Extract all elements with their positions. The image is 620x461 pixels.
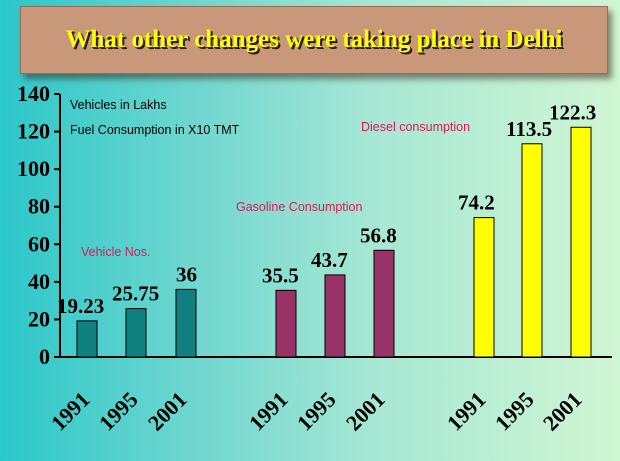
bars xyxy=(76,126,592,358)
y-tick-label: 140 xyxy=(17,81,50,106)
y-tick-label: 40 xyxy=(28,269,50,294)
title-banner: What other changes were taking place in … xyxy=(20,6,608,74)
y-ticks: 0 20 40 60 80 100 120 140 xyxy=(17,81,60,369)
bar xyxy=(175,288,197,358)
data-label: 74.2 xyxy=(458,191,495,215)
y-tick-label: 20 xyxy=(28,306,50,331)
y-tick-label: 100 xyxy=(17,156,50,181)
x-tick-label: 1995 xyxy=(490,387,539,436)
x-tick-label: 1991 xyxy=(46,387,95,436)
data-label: 19.23 xyxy=(57,294,104,318)
data-label: 35.5 xyxy=(262,263,299,287)
bar xyxy=(275,289,297,358)
bar xyxy=(76,320,98,358)
bar xyxy=(373,249,395,358)
y-tick-label: 60 xyxy=(28,231,50,256)
data-label: 36 xyxy=(176,262,197,286)
data-label: 56.8 xyxy=(360,223,397,247)
bar xyxy=(521,143,543,358)
x-tick-label: 2001 xyxy=(341,387,390,436)
bar xyxy=(125,308,147,358)
y-tick-label: 120 xyxy=(17,119,50,144)
x-tick-label: 1991 xyxy=(244,387,293,436)
bar xyxy=(473,217,495,358)
data-label: 25.75 xyxy=(112,282,159,306)
x-tick-label: 1995 xyxy=(292,387,341,436)
note-vehicles-unit: Vehicles in Lakhs xyxy=(70,98,167,112)
chart-notes: Vehicle Nos. Gasoline Consumption Diesel c… xyxy=(70,98,470,259)
x-ticks: 1991 1995 2001 1991 1995 2001 1991 1995 2001 xyxy=(46,387,587,436)
bar xyxy=(324,274,346,358)
group-label: Diesel consumption xyxy=(361,120,470,134)
y-tick-label: 80 xyxy=(28,194,50,219)
x-tick-label: 1991 xyxy=(442,387,491,436)
bar xyxy=(570,126,592,358)
slide-title: What other changes were taking place in … xyxy=(65,26,563,53)
data-label: 113.5 xyxy=(506,117,552,141)
group-label: Vehicle Nos. xyxy=(81,245,150,259)
note-fuel-unit: Fuel Consumption in X10 TMT xyxy=(70,123,240,137)
x-tick-label: 1995 xyxy=(94,387,143,436)
group-label: Gasoline Consumption xyxy=(236,200,363,214)
data-label: 43.7 xyxy=(311,248,348,272)
x-tick-label: 2001 xyxy=(143,387,192,436)
x-tick-label: 2001 xyxy=(538,387,587,436)
data-label: 122.3 xyxy=(549,100,596,124)
y-tick-label: 0 xyxy=(39,344,50,369)
